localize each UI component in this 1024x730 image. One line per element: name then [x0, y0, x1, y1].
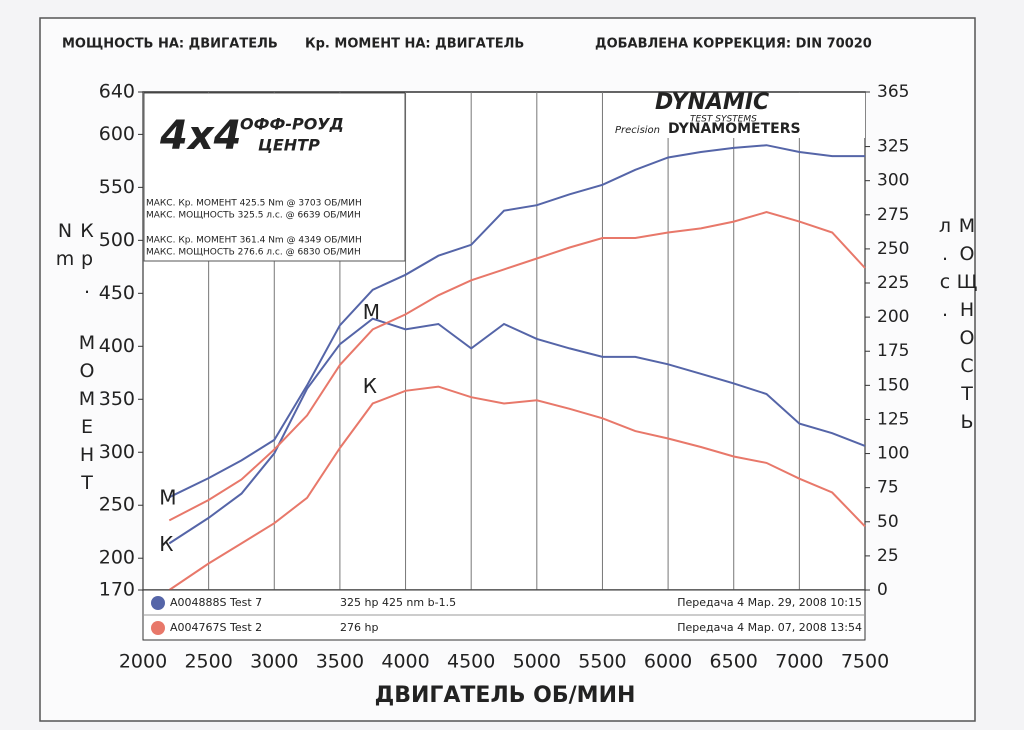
y2-axis-label: МОЩНОСТЬ л.с.	[934, 215, 978, 439]
x-tick-label: 7000	[775, 651, 823, 673]
y-tick-label: 600	[99, 123, 135, 145]
header-text: ДОБАВЛЕНА КОРРЕКЦИЯ: DIN 70020	[595, 37, 872, 52]
series-line	[168, 144, 865, 499]
logo-sub: TEST SYSTEMS	[690, 115, 757, 125]
header-text: Кр. МОМЕНТ НА: ДВИГАТЕЛЬ	[305, 37, 524, 52]
y2-tick-label: 75	[877, 478, 899, 498]
x-tick-label: 2000	[119, 651, 167, 673]
logo-product: DYNAMOMETERS	[668, 121, 801, 137]
curve-label: К	[159, 532, 173, 556]
y2-tick-label: 200	[877, 307, 909, 327]
x-tick-label: 2500	[184, 651, 232, 673]
legend-name: A004888S Test 7	[170, 596, 262, 609]
series-line	[168, 317, 866, 545]
y2-tick-label: 0	[877, 580, 888, 600]
y-tick-label: 350	[99, 388, 135, 410]
x-tick-label: 3500	[316, 651, 364, 673]
logo-emblem: 4x4	[159, 113, 241, 159]
y2-tick-label: 325	[877, 137, 909, 157]
header-text: МОЩНОСТЬ НА: ДВИГАТЕЛЬ	[62, 37, 278, 52]
y-tick-label: 550	[99, 176, 135, 198]
y2-tick-label: 50	[877, 512, 899, 532]
legend-name: A004767S Test 2	[170, 621, 262, 634]
info-line: МАКС. Кр. МОМЕНТ 425.5 Nm @ 3703 ОБ/МИН	[146, 199, 362, 209]
logo-script: Precision	[615, 125, 660, 136]
y2-tick-label: 250	[877, 239, 909, 259]
series-line	[168, 211, 866, 522]
y2-tick-label: 365	[877, 82, 909, 102]
legend-note: 276 hp	[340, 621, 378, 634]
legend-date: Передача 4 Мар. 07, 2008 13:54	[677, 621, 862, 634]
logo-bottom: ЦЕНТР	[258, 136, 320, 155]
y2-tick-label: 150	[877, 375, 909, 395]
x-tick-label: 6500	[710, 651, 758, 673]
y-tick-label: 200	[99, 547, 135, 569]
x-axis-label: ДВИГАТЕЛЬ ОБ/МИН	[375, 683, 636, 708]
info-line: МАКС. МОЩНОСТЬ 325.5 л.с. @ 6639 ОБ/МИН	[146, 211, 361, 221]
info-line: МАКС. Кр. МОМЕНТ 361.4 Nm @ 4349 ОБ/МИН	[146, 236, 362, 246]
x-tick-label: 7500	[841, 651, 889, 673]
y-tick-label: 300	[99, 441, 135, 463]
x-tick-label: 5500	[578, 651, 626, 673]
legend-date: Передача 4 Мар. 29, 2008 10:15	[677, 596, 862, 609]
y-tick-label: 500	[99, 229, 135, 251]
curve-label: М	[363, 300, 380, 324]
y2-tick-label: 125	[877, 409, 909, 429]
series-line	[168, 385, 866, 591]
logo-name: DYNAMIC	[655, 90, 769, 115]
x-tick-label: 4000	[381, 651, 429, 673]
logo-top: ОФФ-РОУД	[240, 115, 344, 134]
y-tick-label: 250	[99, 494, 135, 516]
legend-swatch	[151, 621, 165, 635]
logo-right-box	[605, 93, 865, 138]
y-tick-label: 400	[99, 335, 135, 357]
y-tick-label: 170	[99, 579, 135, 601]
y2-tick-label: 225	[877, 273, 909, 293]
info-box	[143, 92, 406, 262]
y2-tick-label: 275	[877, 205, 909, 225]
info-line: МАКС. МОЩНОСТЬ 276.6 л.с. @ 6830 ОБ/МИН	[146, 248, 361, 258]
legend-swatch	[151, 596, 165, 610]
x-tick-label: 6000	[644, 651, 692, 673]
legend-note: 325 hp 425 nm b-1.5	[340, 596, 456, 609]
y-tick-label: 450	[99, 282, 135, 304]
x-tick-label: 3000	[250, 651, 298, 673]
x-tick-label: 4500	[447, 651, 495, 673]
y2-tick-label: 300	[877, 171, 909, 191]
y2-tick-label: 25	[877, 546, 899, 566]
y-tick-label: 640	[99, 81, 135, 103]
y-axis-label: Кр. МОМЕНТ Nm	[54, 220, 98, 500]
y2-tick-label: 100	[877, 444, 909, 464]
y2-tick-label: 175	[877, 341, 909, 361]
x-tick-label: 5000	[513, 651, 561, 673]
curve-label: М	[159, 486, 176, 510]
curve-label: К	[363, 374, 377, 398]
